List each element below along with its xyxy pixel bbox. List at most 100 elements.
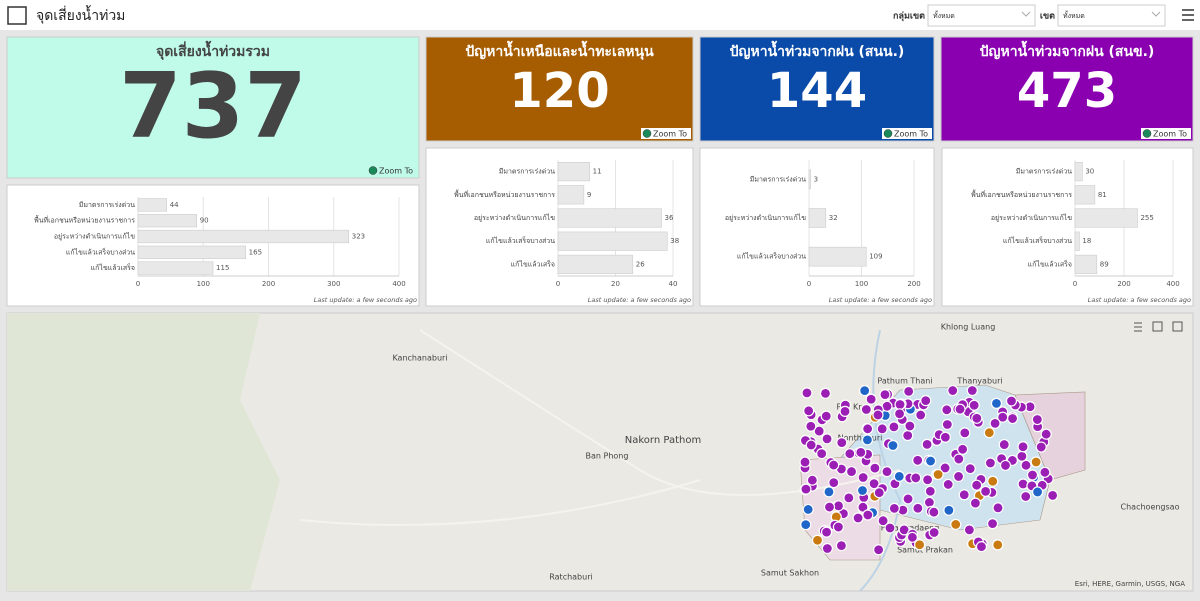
map-point[interactable] (914, 539, 926, 551)
map-point[interactable] (1017, 441, 1029, 453)
map-point[interactable] (801, 387, 813, 399)
map-point[interactable] (884, 522, 896, 534)
zoom-button[interactable] (641, 128, 691, 139)
map-point[interactable] (852, 512, 864, 524)
map-layers-button[interactable] (1152, 321, 1163, 332)
map-point[interactable] (971, 412, 983, 424)
map-point[interactable] (922, 474, 934, 486)
map-point[interactable] (1031, 486, 1044, 498)
map-point[interactable] (990, 397, 1003, 409)
map-point[interactable] (861, 434, 874, 446)
map-point[interactable] (947, 384, 959, 397)
map-point[interactable] (868, 478, 880, 490)
map-point[interactable] (803, 405, 815, 417)
map-point[interactable] (924, 455, 937, 467)
map-point[interactable] (1005, 395, 1018, 407)
map-point[interactable] (987, 475, 999, 487)
map-point[interactable] (820, 410, 832, 422)
map-point[interactable] (800, 483, 812, 495)
map-point[interactable] (954, 403, 966, 415)
map-point[interactable] (806, 474, 818, 486)
map-point[interactable] (820, 526, 833, 538)
map-point[interactable] (893, 470, 905, 482)
map-point[interactable] (992, 539, 1004, 551)
map-basemap-button[interactable] (1172, 321, 1183, 332)
map-point[interactable] (906, 531, 918, 543)
map-point[interactable] (915, 409, 927, 421)
map-point[interactable] (910, 472, 922, 484)
map-point[interactable] (902, 493, 914, 505)
map-legend-button[interactable] (1134, 322, 1142, 332)
map-point[interactable] (862, 509, 874, 521)
map-point[interactable] (805, 420, 817, 432)
map-point[interactable] (873, 544, 885, 556)
map-point[interactable] (832, 500, 845, 512)
map-point[interactable] (1026, 469, 1039, 481)
map-point[interactable] (986, 518, 999, 530)
map-point[interactable] (887, 439, 899, 452)
map-point[interactable] (799, 456, 811, 468)
map-point[interactable] (811, 534, 824, 546)
map-point[interactable] (984, 457, 996, 469)
map-point[interactable] (832, 521, 845, 533)
map-point[interactable] (844, 448, 856, 460)
map-point[interactable] (928, 526, 940, 539)
map-point[interactable] (857, 471, 869, 484)
map-point[interactable] (1031, 413, 1043, 426)
map-point[interactable] (932, 468, 944, 481)
map-point[interactable] (865, 393, 877, 405)
map-point[interactable] (819, 387, 832, 399)
map-point[interactable] (997, 411, 1009, 423)
map-point[interactable] (992, 502, 1004, 514)
zoom-button[interactable] (1141, 128, 1191, 139)
zoom-button[interactable] (882, 128, 932, 139)
filter-select[interactable] (927, 4, 1036, 27)
map-point[interactable] (950, 518, 962, 531)
map-point[interactable] (903, 385, 915, 397)
map-point[interactable] (894, 398, 906, 411)
map-point[interactable] (943, 504, 955, 516)
map-point[interactable] (952, 470, 965, 483)
map-point[interactable] (1020, 459, 1032, 471)
map-point[interactable] (828, 459, 840, 471)
map-point[interactable] (800, 519, 812, 531)
map-point[interactable] (869, 462, 881, 474)
map-point[interactable] (939, 431, 951, 443)
map-point[interactable] (860, 403, 872, 416)
map-point[interactable] (912, 454, 924, 466)
map-point[interactable] (873, 487, 885, 499)
map-point[interactable] (999, 459, 1012, 472)
map-point[interactable] (983, 427, 995, 439)
map-point[interactable] (1030, 456, 1042, 468)
map-point[interactable] (1040, 428, 1052, 440)
map-point[interactable] (1016, 450, 1028, 462)
map-point[interactable] (836, 437, 848, 449)
map-point[interactable] (902, 429, 914, 442)
map-point[interactable] (876, 423, 888, 435)
map-point[interactable] (857, 501, 869, 513)
map[interactable]: Esri, HERE, Garmin, USGS, NGA Kanchanabu… (6, 312, 1194, 592)
map-point[interactable] (968, 399, 980, 411)
map-point[interactable] (872, 409, 884, 421)
map-point[interactable] (904, 420, 916, 432)
map-point[interactable] (953, 453, 965, 465)
map-point[interactable] (939, 462, 951, 474)
map-point[interactable] (1035, 441, 1047, 453)
map-point[interactable] (823, 486, 835, 498)
map-point[interactable] (888, 502, 900, 514)
map-point[interactable] (805, 439, 817, 451)
map-point[interactable] (923, 496, 936, 509)
map-point[interactable] (843, 492, 855, 504)
map-point[interactable] (969, 497, 981, 509)
map-point[interactable] (980, 485, 992, 497)
map-point[interactable] (998, 438, 1010, 451)
map-point[interactable] (821, 542, 833, 555)
map-point[interactable] (975, 541, 988, 553)
map-point[interactable] (942, 478, 954, 491)
map-point[interactable] (823, 501, 836, 513)
map-point[interactable] (958, 489, 970, 501)
map-point[interactable] (828, 477, 840, 489)
map-point[interactable] (1006, 412, 1019, 425)
map-point[interactable] (920, 395, 932, 407)
map-point[interactable] (928, 506, 940, 518)
